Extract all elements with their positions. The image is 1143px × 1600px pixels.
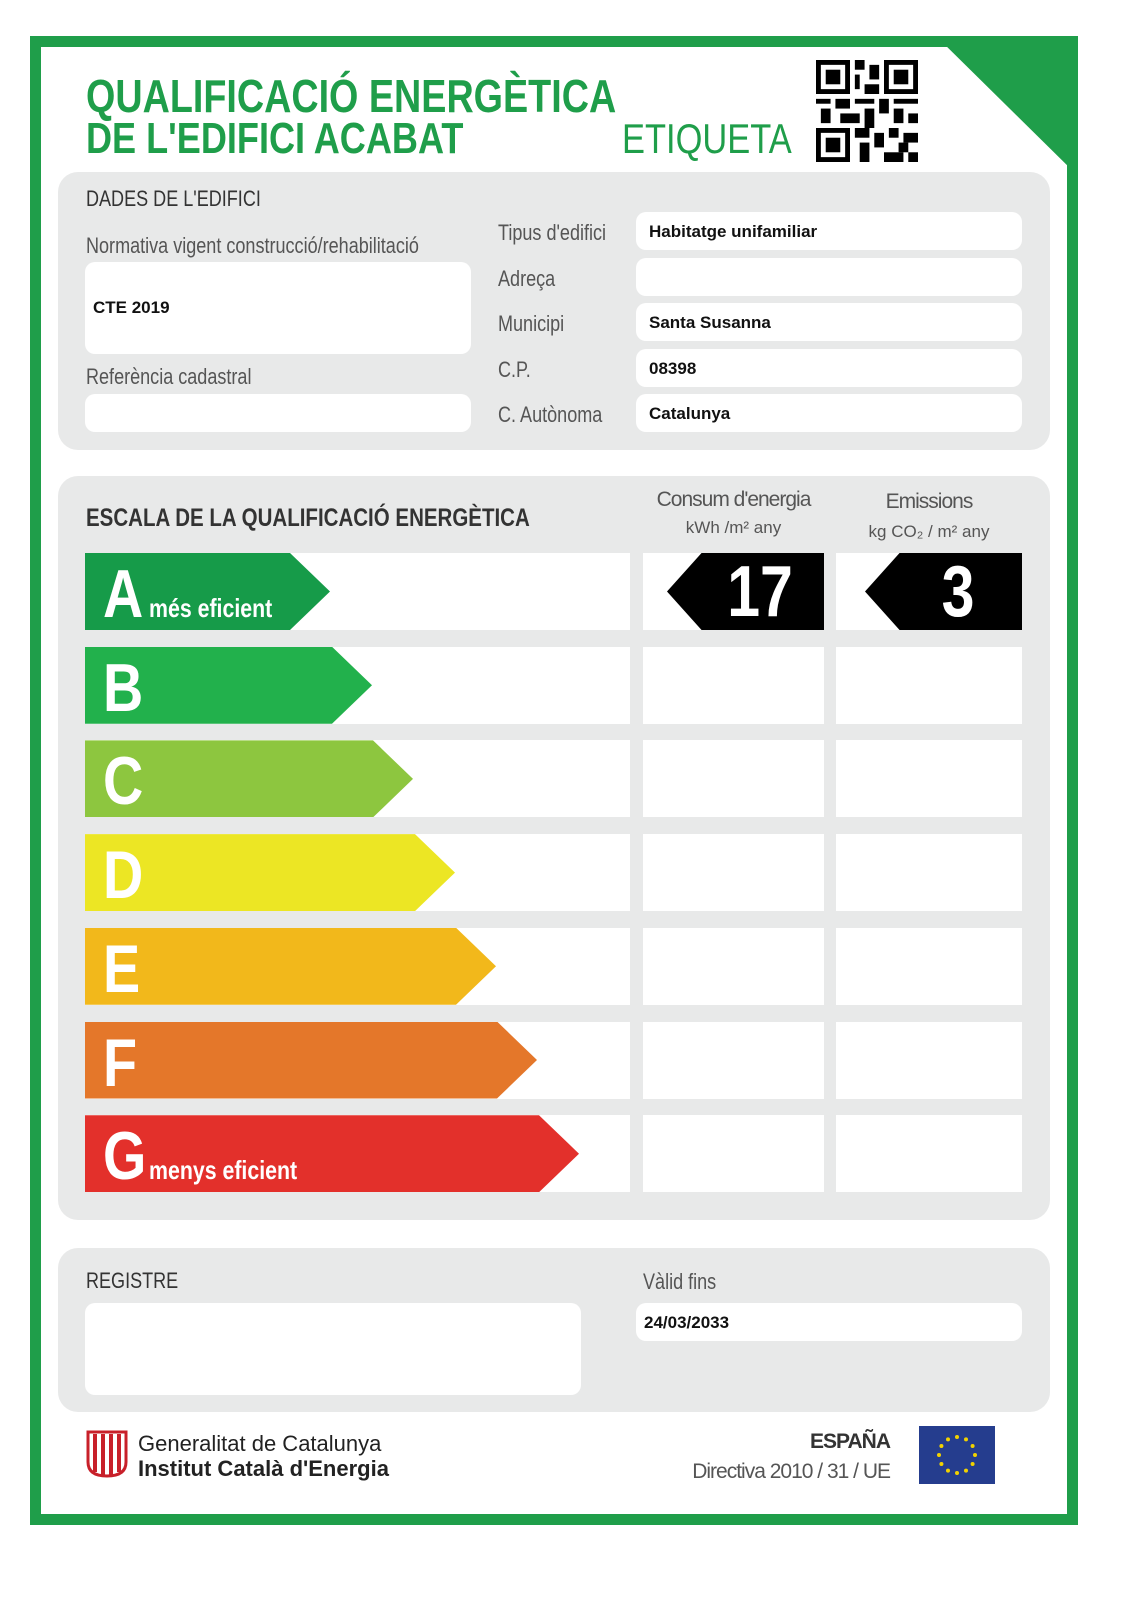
emissions-cell — [836, 927, 1022, 1005]
org-line1: Generalitat de Catalunya — [138, 1431, 382, 1456]
registry-field — [85, 1303, 581, 1395]
org-line2: Institut Català d'Energia — [138, 1456, 389, 1481]
class-arrow-F: F — [85, 1022, 537, 1099]
title-line2: DE L'EDIFICI ACABAT — [86, 114, 464, 163]
eu-star — [970, 1444, 975, 1448]
class-letter: F — [103, 1024, 138, 1101]
class-note: menys eficient — [149, 1155, 298, 1186]
cadastral-label: Referència cadastral — [86, 364, 252, 389]
consumption-header: Consum d'energia — [656, 488, 812, 511]
generalitat-logo-icon — [86, 1430, 128, 1478]
registry-title: REGISTRE — [86, 1268, 179, 1293]
field-label: Tipus d'edifici — [498, 220, 607, 245]
class-note: més eficient — [149, 593, 273, 623]
valid-value: 24/03/2033 — [644, 1313, 730, 1332]
field-value-box: Habitatge unifamiliar — [636, 212, 1022, 250]
eu-flag-icon — [919, 1426, 995, 1484]
consumption-cell — [643, 1115, 824, 1193]
field-value: Catalunya — [649, 404, 731, 423]
class-letter: C — [103, 743, 144, 820]
consumption-unit: kWh /m² any — [685, 518, 782, 537]
field-value: 08398 — [649, 358, 697, 378]
eu-star — [955, 1471, 959, 1475]
field-value-box: 08398 — [636, 348, 1022, 387]
class-arrow-E: E — [85, 928, 496, 1005]
emissions-cell — [836, 834, 1022, 912]
eu-star — [937, 1453, 941, 1457]
class-letter: A — [103, 556, 144, 632]
norm-field: CTE 2019 — [85, 262, 471, 354]
consumption-cell — [643, 740, 824, 818]
class-letter: D — [103, 837, 144, 914]
class-arrow-C: C — [85, 740, 413, 817]
cadastral-field — [85, 394, 471, 432]
field-label: C. Autònoma — [498, 402, 603, 427]
field-label: C.P. — [498, 356, 531, 382]
emissions-badge: 3 — [865, 553, 1022, 630]
norm-label: Normativa vigent construcció/rehabilitac… — [86, 233, 419, 258]
qr-code-icon — [816, 60, 918, 162]
eu-star — [939, 1462, 944, 1466]
class-arrow-B: B — [85, 647, 372, 724]
field-label: Municipi — [498, 311, 565, 336]
class-arrow-D: D — [85, 834, 455, 911]
valid-label: Vàlid fins — [643, 1269, 717, 1294]
eu-star — [970, 1462, 975, 1466]
eu-star — [946, 1437, 950, 1442]
emissions-header: Emissions — [885, 490, 974, 513]
country: ESPAÑA — [810, 1430, 891, 1453]
norm-value: CTE 2019 — [93, 298, 170, 317]
consumption-cell — [643, 834, 824, 912]
emissions-unit: kg CO₂ / m² any — [868, 522, 990, 541]
field-value-box — [636, 257, 1022, 296]
class-letter: B — [103, 649, 144, 726]
consumption-badge: 17 — [667, 553, 824, 630]
scale-section-title: ESCALA DE LA QUALIFICACIÓ ENERGÈTICA — [86, 504, 530, 532]
consumption-cell — [643, 646, 824, 724]
directive: Directiva 2010 / 31 / UE — [692, 1460, 891, 1483]
eu-star — [964, 1468, 968, 1473]
emissions-cell — [836, 1115, 1022, 1193]
eu-star — [973, 1453, 977, 1457]
emissions-cell — [836, 646, 1022, 724]
building-section-title: DADES DE L'EDIFICI — [86, 186, 261, 211]
valid-field: 24/03/2033 — [636, 1303, 1022, 1341]
label-type: ETIQUETA — [622, 115, 792, 162]
eu-star — [946, 1468, 950, 1473]
class-arrow-A: A més eficient — [85, 553, 330, 630]
emissions-cell — [836, 740, 1022, 818]
consumption-cell — [643, 1021, 824, 1099]
eu-star — [939, 1444, 944, 1448]
class-letter: G — [103, 1118, 147, 1195]
emissions-cell — [836, 1021, 1022, 1099]
title-line1: QUALIFICACIÓ ENERGÈTICA — [86, 70, 617, 122]
field-value: Habitatge unifamiliar — [649, 222, 818, 241]
eu-star — [964, 1437, 968, 1442]
eu-star — [955, 1435, 959, 1439]
consumption-cell — [643, 927, 824, 1005]
field-label: Adreça — [498, 265, 556, 291]
class-arrow-G: G menys eficient — [85, 1115, 579, 1192]
class-letter: E — [103, 930, 141, 1007]
field-value: Santa Susanna — [649, 313, 771, 332]
field-value-box: Santa Susanna — [636, 303, 1022, 341]
field-value-box: Catalunya — [636, 394, 1022, 432]
